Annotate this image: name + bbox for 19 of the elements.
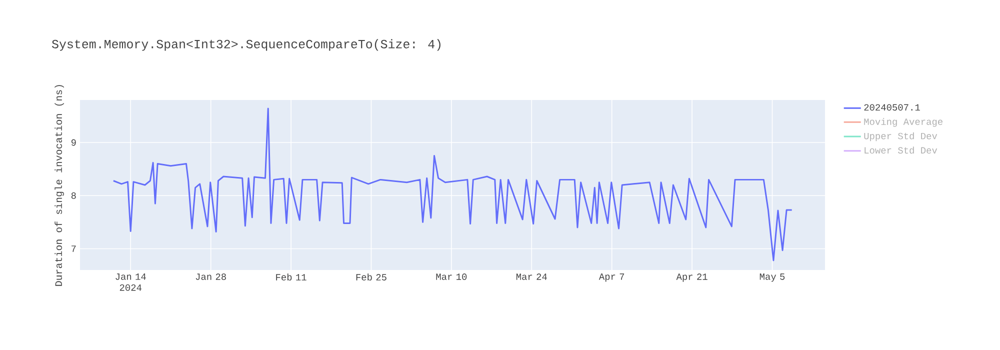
line-series — [112, 108, 793, 262]
x-tick-label: Mar 24 — [516, 274, 547, 280]
x-tick-label: Apr 7 — [598, 274, 624, 282]
x-tick-label: May 5 — [760, 274, 785, 282]
x-tick-label: Mar 10 — [436, 274, 467, 280]
x-tick-label: Feb 25 — [356, 274, 386, 280]
y-tick-label: 9 — [71, 139, 76, 146]
legend-label: 20240507.1 — [864, 104, 920, 111]
y-tick-label: 8 — [71, 192, 76, 199]
x-tick-label: Jan 14 2024 — [116, 274, 146, 291]
y-tick-label: 7 — [72, 246, 76, 252]
y-axis-title: Duration of single invocation (ns) — [54, 85, 64, 286]
legend-label: Moving Average — [864, 118, 942, 127]
x-tick-label: Jan 28 — [196, 274, 226, 280]
chart-title: System.Memory.Span<Int32>.SequenceCompareTo(Size: 4) — [52, 39, 440, 51]
x-tick-label: Apr 21 — [676, 274, 708, 282]
legend-label: Lower Std Dev — [864, 146, 938, 154]
legend-label: Upper Std Dev — [864, 132, 938, 142]
x-tick-label: Feb 11 — [276, 274, 306, 280]
